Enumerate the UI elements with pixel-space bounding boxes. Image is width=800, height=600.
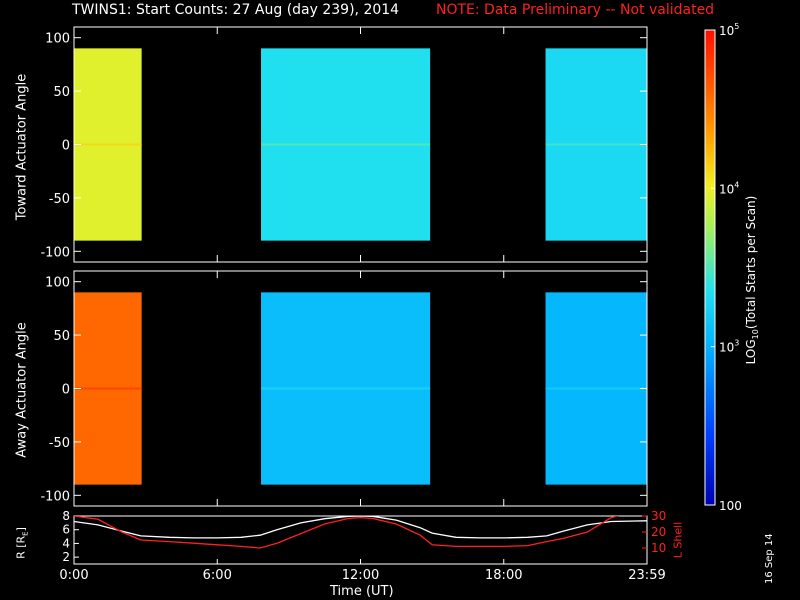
top-ylabel: Toward Actuator Angle xyxy=(14,73,30,221)
y-tick-label: 0 xyxy=(62,139,70,154)
y-tick-label: -100 xyxy=(40,245,70,260)
x-tick-label: 0:00 xyxy=(59,568,88,583)
lshell-tick-label: 10 xyxy=(651,541,666,555)
x-axis-label: Time (UT) xyxy=(330,584,394,599)
r-tick-label: 4 xyxy=(62,536,70,550)
y-tick-label: -50 xyxy=(49,436,70,451)
x-tick-label: 6:00 xyxy=(203,568,232,583)
date-stamp: 16 Sep 14 xyxy=(764,533,775,584)
lshell-tick-label: 20 xyxy=(651,525,666,539)
ephemeris-frame xyxy=(73,515,648,565)
away-panel: 100 50 0 -50 -100 xyxy=(40,270,648,507)
y-tick-label: -100 xyxy=(40,489,70,504)
r-axis-label: R [RE] xyxy=(14,527,30,559)
y-tick-label: 100 xyxy=(45,32,70,47)
toward-panel: 100 50 0 -50 -100 xyxy=(40,26,648,263)
r-tick-label: 6 xyxy=(62,523,70,537)
colorbar-tick-label: 104 xyxy=(719,180,739,196)
colorbar-tick-label: 100 xyxy=(719,499,742,513)
middle-ylabel: Away Actuator Angle xyxy=(14,322,30,458)
x-tick-label: 12:00 xyxy=(342,568,379,583)
colorbar-tick-label: 105 xyxy=(719,22,739,38)
y-tick-label: -50 xyxy=(49,192,70,207)
y-tick-label: 100 xyxy=(45,276,70,291)
colorbar-tick-label: 103 xyxy=(719,339,739,355)
y-tick-label: 50 xyxy=(53,329,70,344)
r-tick-label: 2 xyxy=(62,550,70,564)
x-tick-label: 18:00 xyxy=(485,568,522,583)
r-tick-label: 8 xyxy=(62,509,70,523)
lshell-line xyxy=(74,516,620,549)
x-tick-label: 23:59 xyxy=(628,568,665,583)
y-tick-label: 50 xyxy=(53,85,70,100)
colorbar-label: LOG10(Total Starts per Scan) xyxy=(743,195,761,365)
lshell-axis-label: L Shell xyxy=(671,521,685,559)
y-tick-label: 0 xyxy=(62,383,70,398)
r-distance-line xyxy=(74,516,647,539)
lshell-tick-label: 30 xyxy=(651,509,666,523)
colorbar-scale xyxy=(704,29,716,506)
preliminary-note: NOTE: Data Preliminary -- Not validated xyxy=(436,2,715,18)
chart-title: TWINS1: Start Counts: 27 Aug (day 239), … xyxy=(72,2,400,18)
